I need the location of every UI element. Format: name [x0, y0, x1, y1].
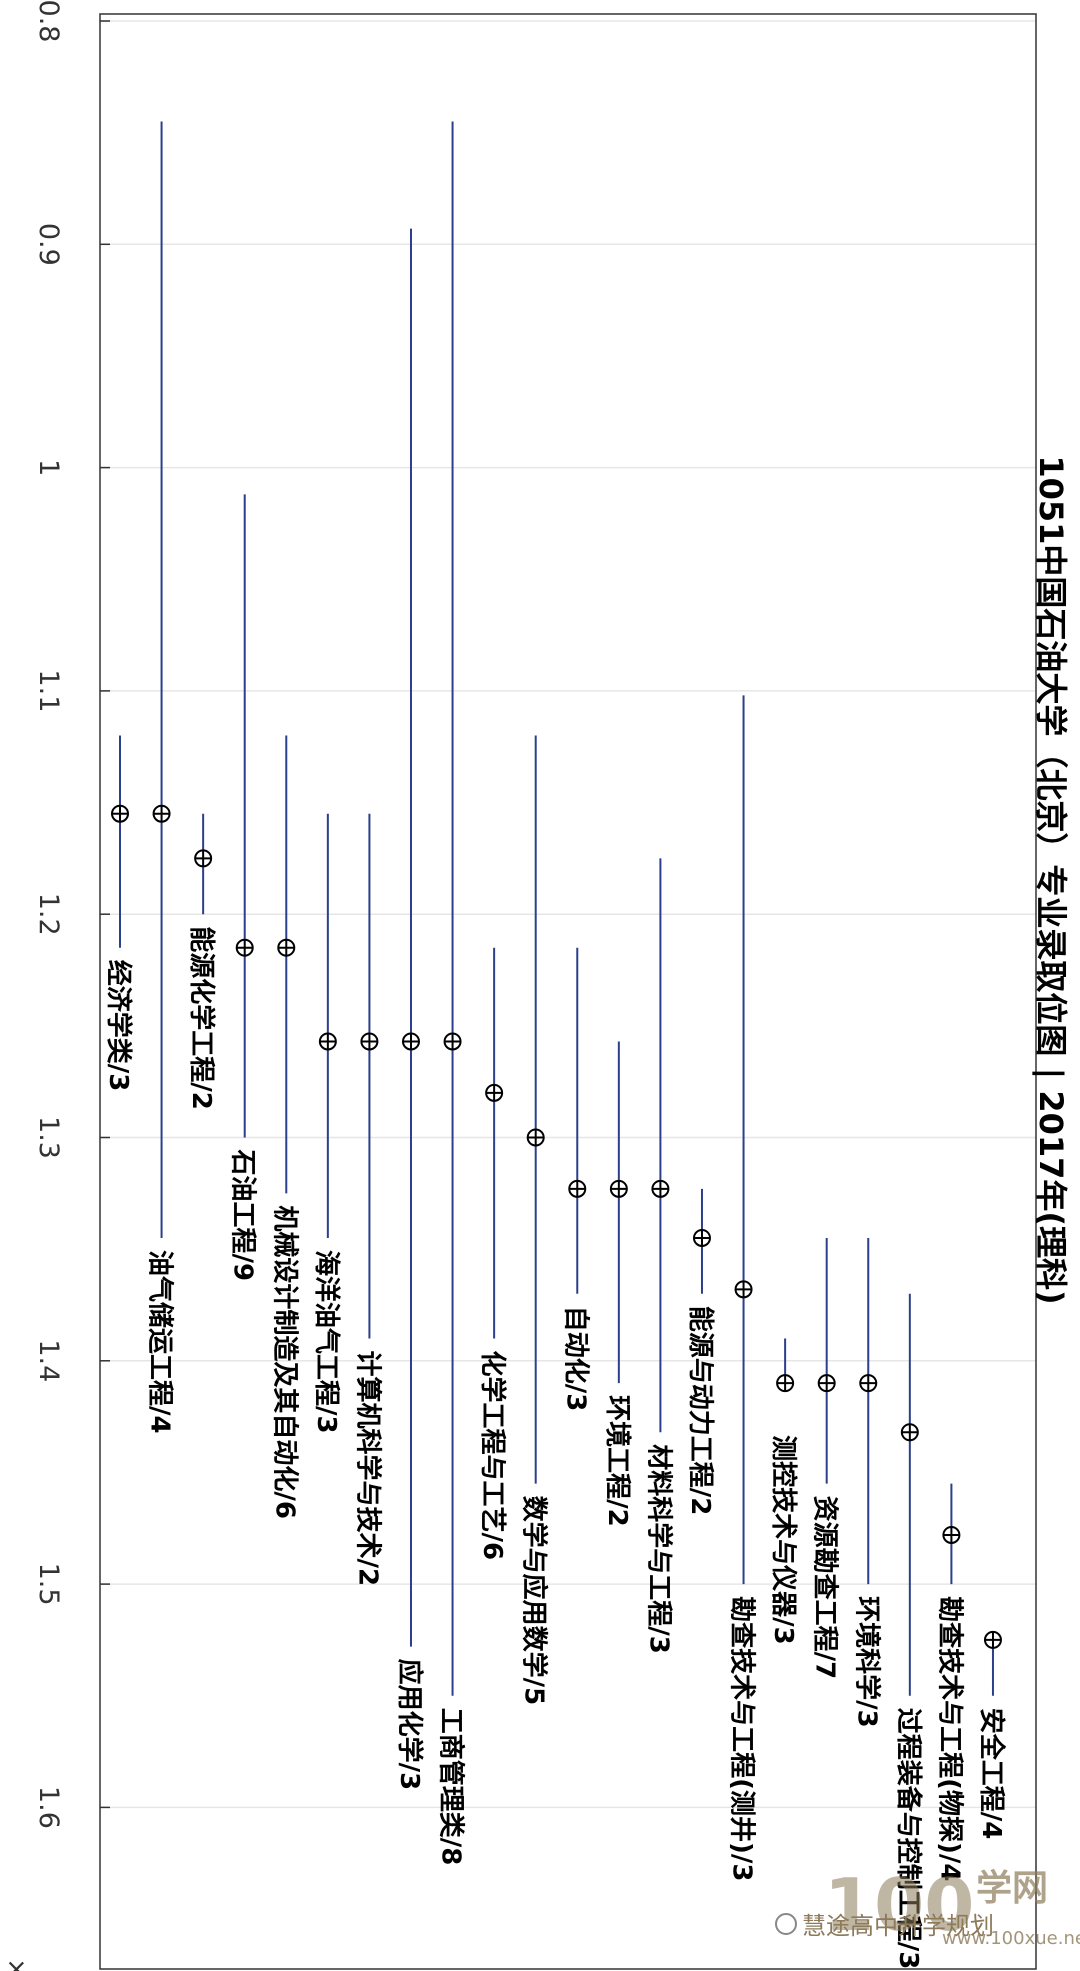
category-label: 安全工程/4 [976, 1708, 1007, 1840]
tick-label: 1.3 [33, 1116, 64, 1159]
range-series [318, 813, 337, 1238]
range-series [651, 858, 670, 1433]
tick-label: 0.8 [33, 0, 64, 42]
category-label: 机械设计制造及其自动化/6 [269, 1205, 300, 1519]
tick-label: 1.6 [33, 1786, 64, 1829]
range-series [235, 494, 254, 1138]
range-series [609, 1041, 628, 1384]
range-series [111, 735, 129, 948]
range-series [900, 1293, 919, 1696]
range-series [817, 1237, 836, 1484]
watermark-site: www.100xue.net [942, 1928, 1080, 1949]
range-series [568, 947, 587, 1294]
axis-multiplier: ×10⁴ [1, 1958, 32, 1971]
series-group [111, 121, 1002, 1696]
category-label: 数学与应用数学/5 [519, 1496, 550, 1706]
range-series [485, 947, 504, 1339]
tick-label: 1.2 [33, 893, 64, 936]
category-label: 应用化学/3 [394, 1659, 425, 1791]
tick-label: 1.1 [33, 669, 64, 712]
chart-title: 1051中国石油大学（北京）专业录取位图 | 2017年(理科) [1031, 455, 1070, 1304]
watermark-logo: 100 [824, 1863, 974, 1947]
category-label: 计算机科学与技术/2 [352, 1350, 383, 1586]
tick-label: 0.9 [33, 223, 64, 266]
tick-label: 1 [33, 459, 64, 476]
category-label: 石油工程/9 [228, 1149, 258, 1282]
range-series [776, 1338, 795, 1393]
category-label: 化学工程与工艺/6 [477, 1350, 508, 1560]
watermark-account: 慧途高中升学规划 [802, 1912, 994, 1940]
category-label: 勘查技术与工程(测井)/3 [727, 1596, 757, 1881]
axis-ticks: 0.8 0.9 1 1.1 1.2 1.3 1.4 1.5 1.6 [33, 0, 110, 1829]
range-series [734, 695, 753, 1585]
category-label: 测控技术与仪器/3 [768, 1435, 798, 1645]
category-labels: 经济学类/3 油气储运工程/4 能源化学工程/2 石油工程/9 机械设计制造及其自动化/… [103, 926, 1007, 1969]
category-label: 能源与动力工程/2 [685, 1306, 716, 1516]
category-label: 环境工程/2 [602, 1395, 633, 1527]
category-label: 勘查技术与工程(物探)/4 [934, 1596, 964, 1881]
range-series [526, 735, 545, 1484]
tick-label: 1.4 [33, 1339, 64, 1382]
range-series [152, 121, 171, 1238]
category-label: 工商管理类/8 [436, 1708, 467, 1866]
category-label: 能源化学工程/2 [186, 926, 217, 1110]
range-series [443, 121, 462, 1696]
watermark: 慧途高中升学规划 100 学网 www.100xue.net [775, 1863, 1080, 1949]
category-label: 海洋油气工程/3 [311, 1250, 342, 1434]
range-series [277, 735, 296, 1194]
range-series [692, 1188, 711, 1294]
category-label: 油气储运工程/4 [145, 1250, 176, 1434]
category-label: 环境科学/3 [851, 1596, 882, 1728]
category-label: 过程装备与控制工程/3 [893, 1708, 923, 1970]
range-series [360, 813, 379, 1339]
category-label: 资源勘查工程/7 [810, 1496, 840, 1680]
wechat-icon [775, 1913, 797, 1935]
watermark-brand: 学网 [976, 1867, 1048, 1909]
range-series [983, 1630, 1002, 1696]
category-label: 自动化/3 [560, 1306, 591, 1412]
tick-label: 1.5 [33, 1563, 64, 1606]
category-label: 材料科学与工程/3 [643, 1444, 674, 1654]
range-series [194, 813, 213, 915]
range-series [401, 228, 420, 1647]
range-series [859, 1237, 878, 1585]
category-label: 经济学类/3 [103, 960, 134, 1092]
range-series [942, 1483, 961, 1585]
grid-lines [100, 20, 1036, 1809]
plot-frame [99, 13, 1037, 1970]
